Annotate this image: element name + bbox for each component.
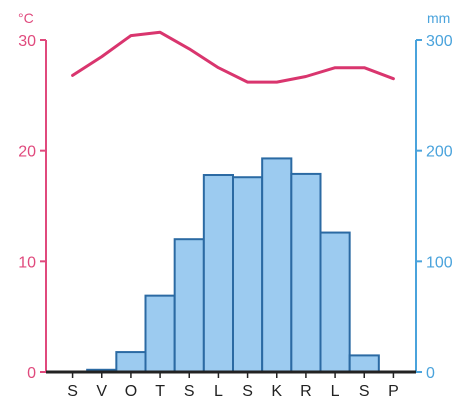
precipitation-bar — [232, 176, 264, 373]
precipitation-bar — [144, 294, 176, 374]
right-axis-tick-label: 100 — [426, 254, 453, 271]
precipitation-bar — [115, 351, 147, 373]
month-label: V — [96, 383, 107, 400]
month-label: R — [300, 383, 312, 400]
temperature-line — [71, 30, 395, 84]
left-axis-tick-label: 10 — [18, 254, 36, 271]
month-label: S — [359, 383, 370, 400]
left-axis-tick-label: 30 — [18, 33, 36, 50]
month-label: L — [214, 383, 223, 400]
month-label: S — [242, 383, 253, 400]
precipitation-bar — [173, 238, 205, 373]
precipitation-bar — [348, 354, 380, 373]
month-label: L — [331, 383, 340, 400]
left-axis-tick-label: 0 — [27, 365, 36, 382]
left-axis-tick-label: 20 — [18, 144, 36, 161]
precipitation-bar — [290, 172, 322, 373]
month-label: T — [155, 383, 165, 400]
precipitation-bar — [319, 231, 351, 373]
month-label: O — [125, 383, 137, 400]
right-axis-tick-label: 300 — [426, 33, 453, 50]
precipitation-bar — [202, 174, 234, 373]
month-label: K — [271, 383, 282, 400]
right-axis-tick-label: 0 — [426, 365, 435, 382]
month-label: S — [184, 383, 195, 400]
right-axis-unit: mm — [427, 10, 450, 26]
month-label: S — [67, 383, 78, 400]
left-axis-unit: °C — [18, 10, 34, 26]
month-label: P — [388, 383, 399, 400]
precipitation-bar — [261, 157, 293, 373]
right-axis-tick-label: 200 — [426, 144, 453, 161]
